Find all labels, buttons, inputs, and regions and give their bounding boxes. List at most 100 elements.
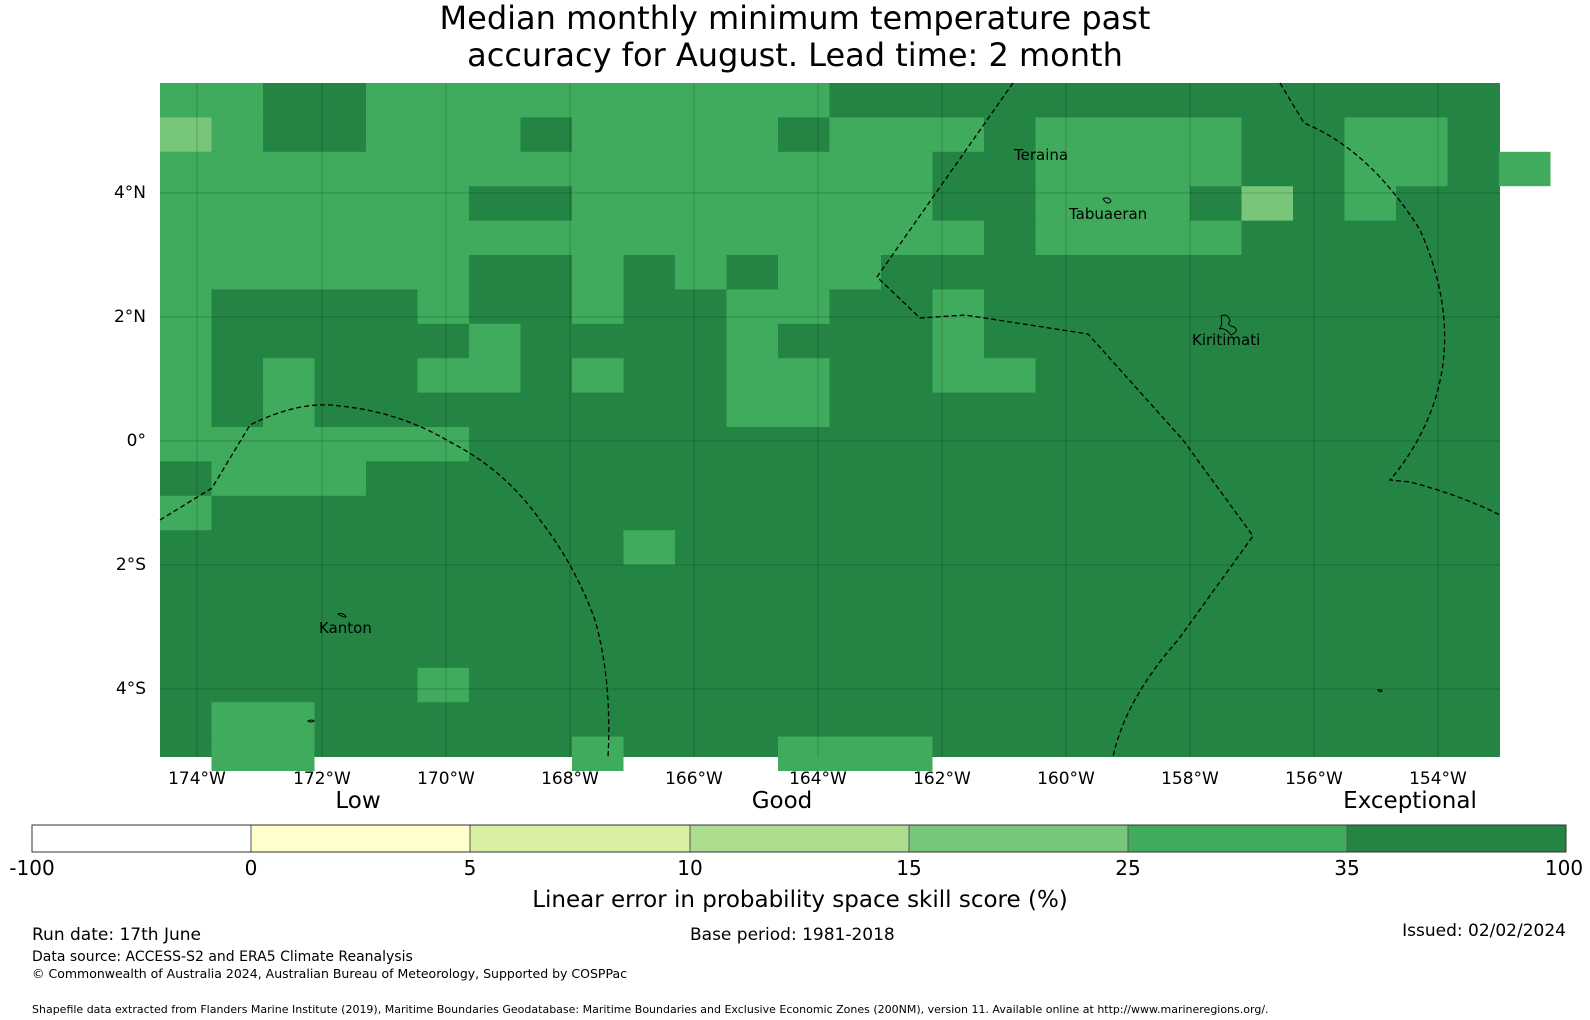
lon-tick-label: 170°W [417,769,475,789]
lon-tick-label: 164°W [789,769,847,789]
skill-cell-medium [726,392,830,427]
label-kanton: Kanton [319,619,372,637]
island-small-2 [1377,689,1383,693]
eez-boundary-phoenix [159,404,610,758]
colorbar-tick-label: 25 [1115,856,1140,880]
colorbar-segment [470,825,690,852]
lon-tick-label: 156°W [1285,769,1343,789]
legend-categories: Low Good Exceptional [335,788,1476,814]
colorbar-legend: Low Good Exceptional -100 0 5 10 15 25 3… [9,788,1583,913]
skill-cell-medium [417,358,521,393]
skill-cell-medium [572,186,933,221]
skill-cell-medium [572,358,624,393]
skill-cell-medium [1035,151,1242,187]
skill-cell-medium [160,358,212,393]
skill-cell-medium [160,186,469,221]
island-small-1 [307,719,315,723]
run-date: Run date: 17th June [32,925,201,945]
skill-cell-medium [726,289,830,324]
colorbar-tick-label: 15 [896,856,921,880]
colorbar-tick-label: -100 [9,856,54,880]
skill-cell-medium [211,736,263,771]
shapefile-credit: Shapefile data extracted from Flanders M… [32,1003,1269,1016]
legend-category-exceptional: Exceptional [1343,788,1477,814]
colorbar-segment [1128,825,1347,852]
skill-cell-medium [160,255,469,290]
skill-cell-medium [932,358,1036,393]
skill-cell-medium [366,117,521,152]
colorbar-segment [1347,825,1566,852]
skill-cell-medium [211,702,263,737]
skill-cell-medium [932,289,984,324]
skill-cell-medium [572,117,778,152]
skill-cell-medium [1499,151,1551,187]
skill-cell-medium [160,392,212,427]
skill-cell-medium [160,495,212,531]
title-line-1: Median monthly minimum temperature past [439,0,1151,37]
skill-cell-medium [366,83,778,118]
lon-tick-label: 162°W [913,769,971,789]
skill-score-grid [160,83,1551,771]
eez-boundaries [159,82,1501,758]
skill-cell-medium [160,289,212,324]
skill-cell-medium [417,667,469,703]
lon-tick-label: 174°W [168,769,226,789]
lat-tick-label: 4°S [116,679,146,699]
graticule [160,83,1500,757]
islands [307,197,1383,723]
skill-cell-medium [1035,220,1242,255]
island-kiritimati-shape [1218,314,1237,336]
skill-cell-medium [160,151,933,187]
lon-tick-label: 172°W [293,769,351,789]
colorbar [32,825,1566,852]
issued-date: Issued: 02/02/2024 [1402,921,1566,941]
label-kiritimati: Kiritimati [1192,331,1260,349]
skill-cell-medium [1344,186,1396,221]
skill-cell-medium [1344,117,1448,152]
colorbar-segment [690,825,909,852]
place-labels: Teraina Tabuaeran Kiritimati Kanton [319,146,1260,637]
copyright: © Commonwealth of Australia 2024, Austra… [32,966,627,981]
colorbar-tick-label: 35 [1334,856,1359,880]
colorbar-tick-label: 10 [677,856,702,880]
skill-cell-medium [160,427,212,462]
lon-tick-label: 168°W [541,769,599,789]
colorbar-tick-label: 0 [245,856,258,880]
skill-cell-medium [263,702,315,737]
colorbar-axis-title: Linear error in probability space skill … [532,887,1068,913]
skill-cell-medium [263,736,315,771]
skill-cell-medium [211,427,469,462]
colorbar-outline [31,824,1567,853]
colorbar-ticks: -100 0 5 10 15 25 35 100 [9,856,1583,880]
skill-cell-medium [829,117,984,152]
lon-tick-label: 166°W [665,769,723,789]
lon-tick-label: 158°W [1161,769,1219,789]
legend-category-good: Good [752,788,813,814]
lat-tick-label: 2°N [114,307,146,327]
island-kanton-shape [336,612,347,618]
skill-cell-light [1241,186,1293,221]
legend-category-low: Low [335,788,380,814]
skill-cell-medium [778,255,881,290]
skill-cell-medium [469,323,521,359]
colorbar-tick-label: 100 [1545,856,1583,880]
skill-cell-medium [572,289,624,324]
data-source: Data source: ACCESS-S2 and ERA5 Climate … [32,949,413,965]
skill-cell-medium [572,736,624,771]
skill-cell-medium [726,358,830,393]
skill-cell-medium [160,220,984,255]
skill-cell-medium [160,323,212,359]
skill-cell-medium [726,323,778,359]
skill-cell-medium [778,83,830,118]
map-title: Median monthly minimum temperature past … [0,0,1590,74]
skill-cell-medium [417,289,469,324]
skill-cell-medium [778,736,933,771]
lon-tick-label: 160°W [1037,769,1095,789]
skill-cell-light [160,117,212,152]
skill-cell-medium [675,255,727,290]
lat-tick-label: 4°N [114,183,146,203]
latitude-axis: 4°N 2°N 0° 2°S 4°S [114,183,146,699]
skill-cell-medium [932,323,984,359]
skill-cell-medium [211,461,366,496]
